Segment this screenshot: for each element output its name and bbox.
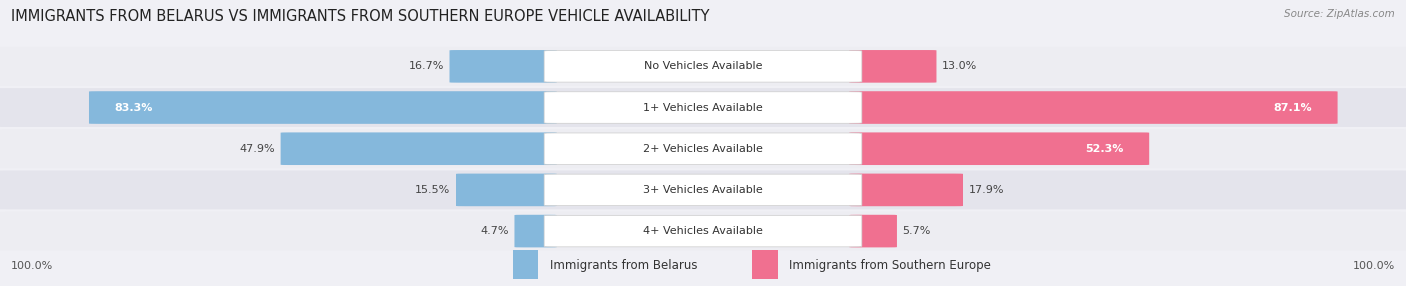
Text: 100.0%: 100.0% [11,261,53,271]
Text: 83.3%: 83.3% [114,103,153,112]
Text: 4+ Vehicles Available: 4+ Vehicles Available [643,226,763,236]
FancyBboxPatch shape [544,51,862,82]
Text: 1+ Vehicles Available: 1+ Vehicles Available [643,103,763,112]
FancyBboxPatch shape [0,129,1406,168]
Text: IMMIGRANTS FROM BELARUS VS IMMIGRANTS FROM SOUTHERN EUROPE VEHICLE AVAILABILITY: IMMIGRANTS FROM BELARUS VS IMMIGRANTS FR… [11,9,710,23]
Text: 4.7%: 4.7% [481,226,509,236]
FancyBboxPatch shape [0,88,1406,127]
FancyBboxPatch shape [544,133,862,164]
FancyBboxPatch shape [544,215,862,247]
FancyBboxPatch shape [544,92,862,123]
Text: 2+ Vehicles Available: 2+ Vehicles Available [643,144,763,154]
FancyBboxPatch shape [849,91,1337,124]
Text: 13.0%: 13.0% [942,61,977,71]
FancyBboxPatch shape [0,212,1406,251]
Text: 3+ Vehicles Available: 3+ Vehicles Available [643,185,763,195]
Text: 15.5%: 15.5% [415,185,450,195]
Text: 100.0%: 100.0% [1353,261,1395,271]
FancyBboxPatch shape [89,91,557,124]
FancyBboxPatch shape [281,132,557,165]
Text: Immigrants from Belarus: Immigrants from Belarus [550,259,697,273]
Text: Source: ZipAtlas.com: Source: ZipAtlas.com [1284,9,1395,19]
Text: 87.1%: 87.1% [1274,103,1312,112]
FancyBboxPatch shape [456,174,557,206]
FancyBboxPatch shape [515,215,557,247]
FancyBboxPatch shape [0,170,1406,209]
Text: 17.9%: 17.9% [969,185,1004,195]
FancyBboxPatch shape [849,215,897,247]
Text: 47.9%: 47.9% [239,144,276,154]
FancyBboxPatch shape [450,50,557,83]
Text: 5.7%: 5.7% [903,226,931,236]
FancyBboxPatch shape [849,132,1149,165]
FancyBboxPatch shape [0,47,1406,86]
FancyBboxPatch shape [544,174,862,206]
Text: No Vehicles Available: No Vehicles Available [644,61,762,71]
Text: Immigrants from Southern Europe: Immigrants from Southern Europe [789,259,991,273]
FancyBboxPatch shape [849,50,936,83]
Text: 52.3%: 52.3% [1085,144,1123,154]
Text: 16.7%: 16.7% [409,61,444,71]
FancyBboxPatch shape [849,174,963,206]
